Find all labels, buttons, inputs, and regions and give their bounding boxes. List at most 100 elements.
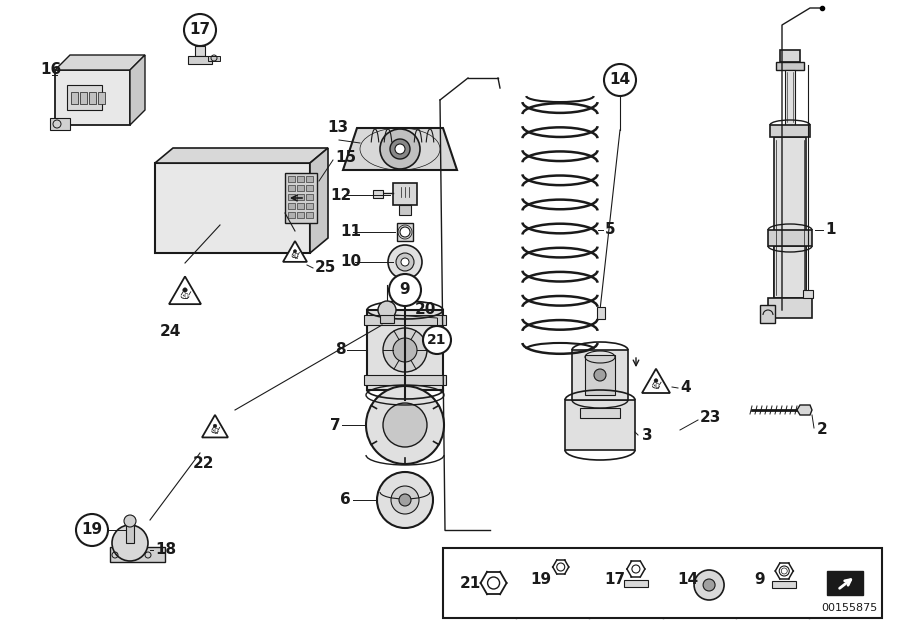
Circle shape (423, 326, 451, 354)
Circle shape (366, 386, 444, 464)
Polygon shape (310, 148, 328, 253)
Text: ⚡㏨: ⚡㏨ (292, 253, 299, 259)
Circle shape (124, 515, 136, 527)
Circle shape (604, 64, 636, 96)
Bar (155, 163, 310, 253)
Bar (597, 307, 605, 319)
Bar (772, 581, 796, 588)
Bar (306, 194, 313, 200)
Text: 9: 9 (754, 572, 765, 586)
Bar (572, 350, 628, 400)
Bar (785, 70, 795, 125)
Bar (297, 203, 304, 209)
Polygon shape (155, 148, 328, 163)
Bar (306, 203, 313, 209)
Text: 18: 18 (155, 543, 176, 558)
Text: 8: 8 (335, 343, 346, 357)
Circle shape (184, 14, 216, 46)
Bar (288, 176, 295, 182)
Bar (110, 547, 165, 562)
Bar (50, 118, 70, 130)
Bar (397, 223, 413, 241)
Polygon shape (343, 128, 457, 170)
Polygon shape (283, 241, 307, 262)
Bar (565, 400, 635, 450)
Circle shape (183, 287, 187, 293)
Text: 6: 6 (340, 492, 351, 508)
Polygon shape (130, 55, 145, 125)
Polygon shape (202, 415, 228, 438)
Circle shape (213, 424, 217, 428)
Text: 15: 15 (335, 151, 356, 165)
Polygon shape (55, 55, 145, 70)
Polygon shape (169, 277, 201, 304)
Bar (367, 310, 443, 390)
Bar (770, 125, 810, 137)
Text: ⚡㏨: ⚡㏨ (182, 294, 189, 299)
Bar (285, 173, 317, 223)
Circle shape (377, 472, 433, 528)
Bar (98, 92, 105, 104)
Bar (297, 212, 304, 218)
Bar (208, 56, 220, 61)
Text: 25: 25 (315, 261, 337, 275)
Bar (760, 305, 775, 323)
Text: 24: 24 (159, 324, 181, 340)
Circle shape (395, 144, 405, 154)
Bar (776, 62, 804, 70)
Bar (580, 408, 620, 418)
Text: 19: 19 (81, 523, 103, 537)
Text: 23: 23 (700, 410, 722, 425)
Circle shape (694, 570, 724, 600)
Circle shape (391, 486, 419, 514)
Text: 14: 14 (677, 572, 698, 586)
Text: 21: 21 (460, 576, 481, 590)
Text: 17: 17 (189, 22, 211, 38)
Bar (80, 92, 87, 104)
Bar (393, 183, 417, 205)
Text: 10: 10 (340, 254, 361, 270)
Bar (306, 212, 313, 218)
Bar (306, 185, 313, 191)
Text: 13: 13 (327, 120, 348, 135)
Text: 12: 12 (330, 188, 351, 202)
Circle shape (703, 579, 716, 591)
Bar (364, 315, 446, 325)
Bar (364, 375, 446, 385)
Text: 9: 9 (400, 282, 410, 298)
Bar (71, 92, 78, 104)
Text: 22: 22 (193, 457, 214, 471)
Circle shape (654, 378, 658, 383)
Circle shape (383, 328, 427, 372)
Circle shape (400, 227, 410, 237)
Bar (768, 230, 812, 246)
Bar (306, 176, 313, 182)
Circle shape (781, 568, 788, 574)
Circle shape (393, 338, 417, 362)
Bar (126, 523, 134, 543)
Text: 5: 5 (605, 223, 616, 237)
Bar (55, 70, 130, 125)
Text: 4: 4 (680, 380, 690, 396)
Circle shape (293, 249, 297, 253)
Bar (297, 176, 304, 182)
Circle shape (388, 245, 422, 279)
Circle shape (380, 129, 420, 169)
Circle shape (401, 258, 409, 266)
Bar (774, 246, 806, 298)
Circle shape (488, 577, 500, 589)
Text: ⚡㏨: ⚡㏨ (212, 428, 219, 434)
Bar (67, 85, 102, 110)
Text: 21: 21 (428, 333, 446, 347)
Circle shape (112, 525, 148, 561)
Text: 7: 7 (330, 417, 340, 432)
Bar (380, 315, 394, 323)
Bar (188, 56, 212, 64)
Bar (585, 355, 615, 395)
Text: 3: 3 (642, 427, 652, 443)
Circle shape (390, 139, 410, 159)
Bar (297, 194, 304, 200)
Circle shape (76, 514, 108, 546)
Text: 1: 1 (825, 223, 835, 237)
Circle shape (594, 369, 606, 381)
